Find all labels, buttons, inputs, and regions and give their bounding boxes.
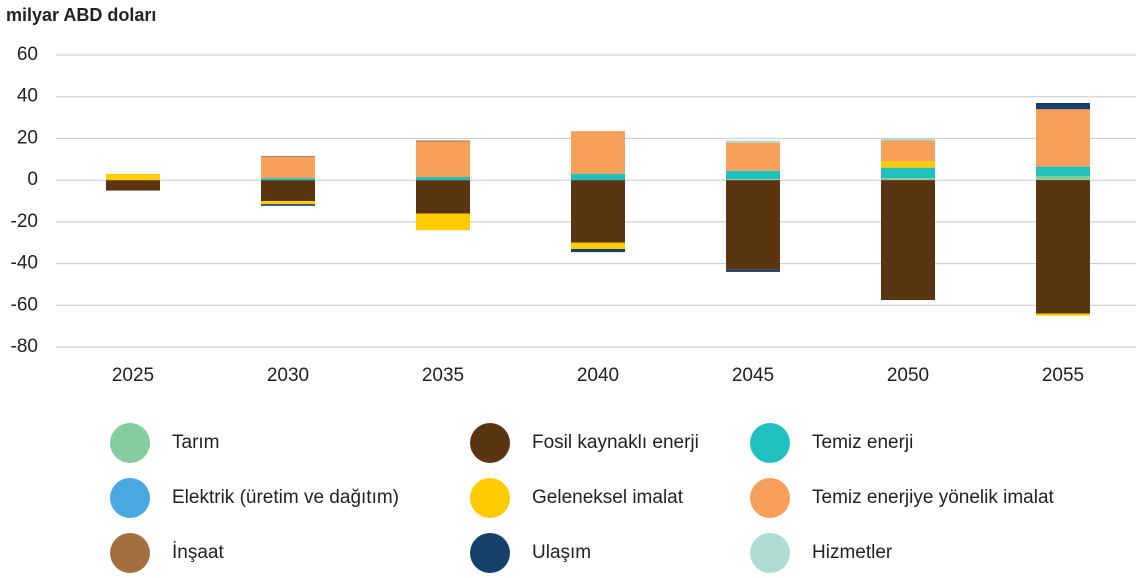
legend-label: Fosil kaynaklı enerji [532,432,699,453]
legend-swatch [470,423,510,463]
bar-segment [1036,313,1090,316]
bar-segment [106,180,160,191]
bar-segment [416,141,470,178]
bar-segment [881,138,935,141]
legend-swatch [750,478,790,518]
bar-segment [1036,180,1090,314]
bar-segment [881,161,935,168]
bar-segment [726,170,780,180]
bar-segment [261,157,315,179]
y-tick-label: 0 [27,169,38,190]
bar-segment [261,178,315,181]
y-tick-label: -20 [11,211,38,232]
bar-segment [571,173,625,181]
legend-swatch [750,423,790,463]
bar-segment [1036,175,1090,181]
y-tick-label: -40 [11,253,38,274]
axis-title: milyar ABD doları [6,5,156,25]
legend-label: Ulaşım [532,542,591,563]
legend-label: Elektrik (üretim ve dağıtım) [172,487,399,508]
y-tick-label: 40 [17,86,38,107]
x-tick-label: 2025 [112,365,154,386]
x-tick-label: 2050 [887,365,929,386]
bar-segment [1036,109,1090,167]
legend-label: Temiz enerjiye yönelik imalat [812,487,1055,508]
y-tick-label: -60 [11,294,38,315]
bar-segment [881,167,935,179]
x-tick-label: 2040 [577,365,619,386]
bar-segment [261,204,315,206]
bar-segment [416,177,470,181]
legend-swatch [110,423,150,463]
bar-segment [726,269,780,272]
bar-segment [571,248,625,253]
bar-segment [261,156,315,158]
y-tick-label: -80 [11,336,38,357]
bar-segment [726,179,780,181]
bar-segment [571,131,625,174]
bar-segment [726,140,780,143]
legend-swatch [110,533,150,573]
x-tick-label: 2045 [732,365,774,386]
legend-label: İnşaat [172,542,224,563]
bar-segment [1036,166,1090,176]
y-tick-label: 60 [17,44,38,65]
legend-label: Geleneksel imalat [532,487,684,508]
y-tick-label: 20 [17,127,38,148]
bar-segment [881,178,935,181]
legend-swatch [470,478,510,518]
legend-label: Temiz enerji [812,432,913,453]
legend-swatch [470,533,510,573]
legend-label: Tarım [172,432,220,453]
bar-segment [881,180,935,301]
bar-segment [726,142,780,171]
bar-segment [416,180,470,214]
bar-segment [261,180,315,201]
bar-segment [571,180,625,243]
x-tick-label: 2055 [1042,365,1084,386]
bar-segment [106,173,160,181]
x-tick-label: 2030 [267,365,309,386]
x-tick-label: 2035 [422,365,464,386]
bar-segment [571,242,625,249]
legend-label: Hizmetler [812,542,893,563]
bar-segment [881,140,935,162]
legend-swatch [750,533,790,573]
bar-segment [726,180,780,270]
bar-segment [261,201,315,205]
legend-swatch [110,478,150,518]
bar-segment [416,213,470,231]
bar-segment [1036,102,1090,110]
bar-segment [416,140,470,142]
